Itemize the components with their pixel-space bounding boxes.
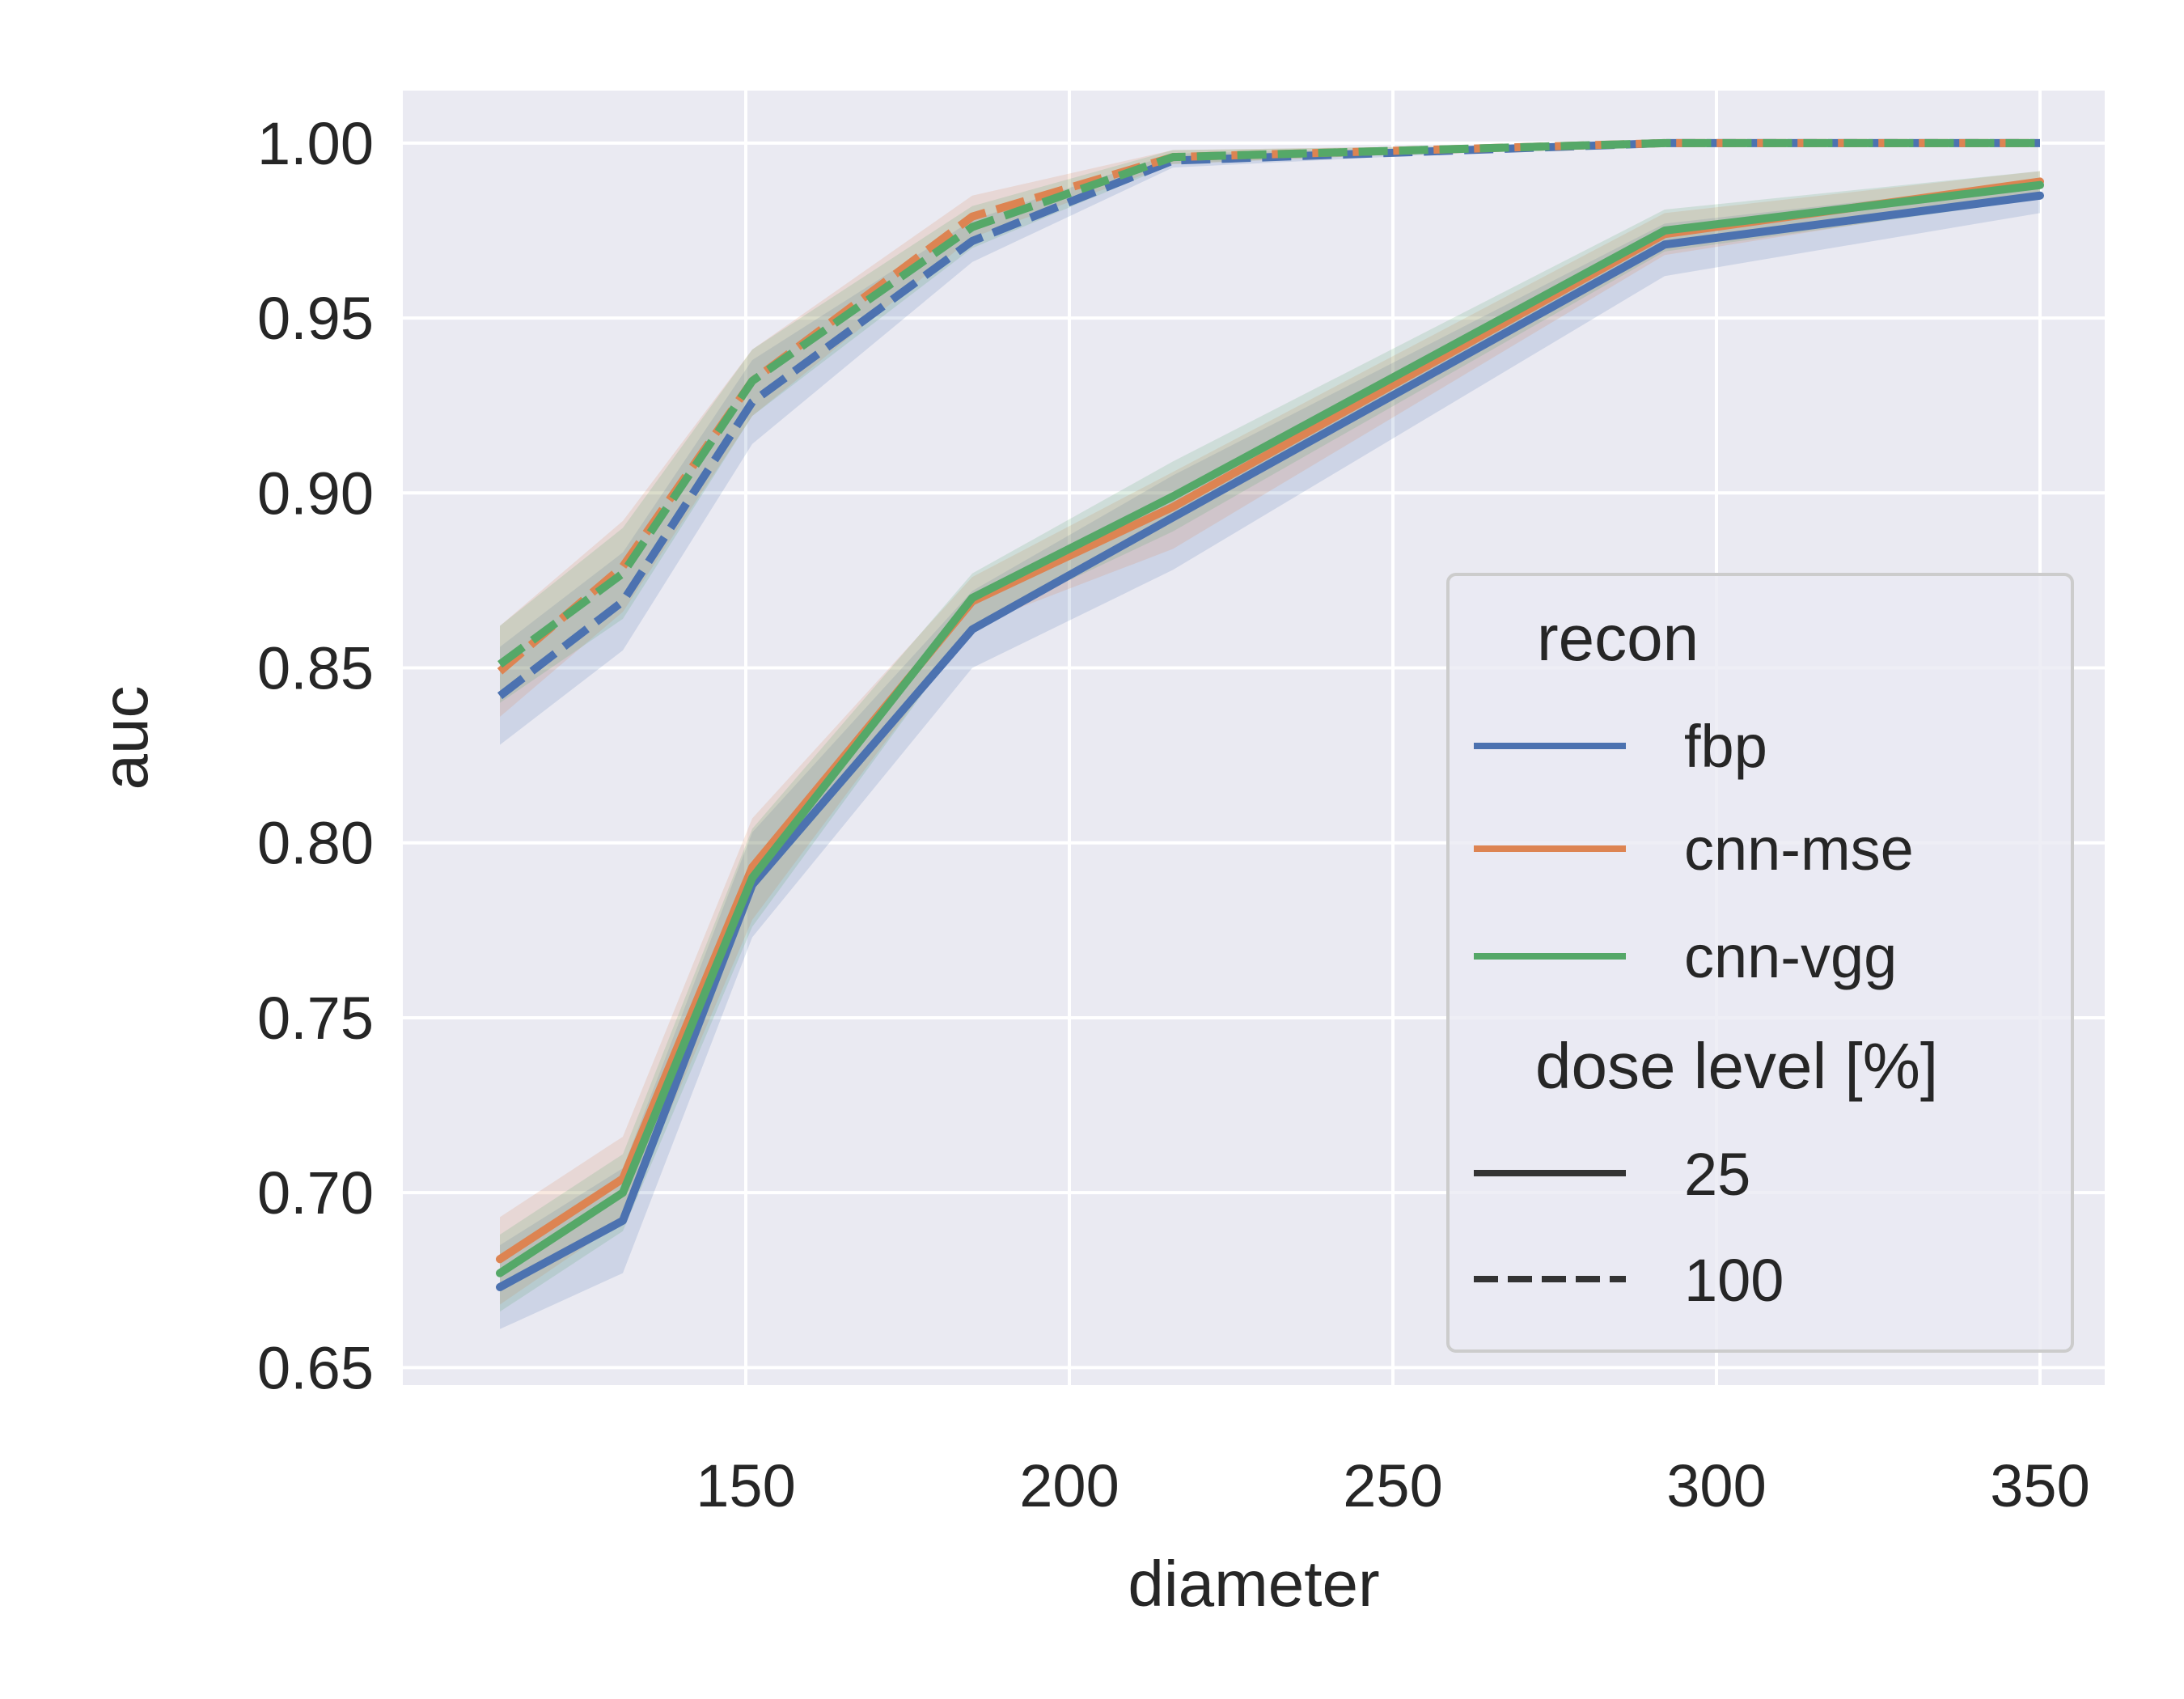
x-tick-label: 350 — [1990, 1452, 2089, 1519]
x-axis-label: diameter — [1128, 1548, 1379, 1620]
legend-label-cnn-vgg: cnn-vgg — [1684, 923, 1897, 990]
y-tick-labels: 0.65 0.70 0.75 0.80 0.85 0.90 0.95 1.00 — [257, 110, 374, 1402]
x-tick-labels: 150 200 250 300 350 — [696, 1452, 2089, 1519]
y-tick-label: 0.80 — [257, 810, 374, 877]
legend-label-dose-100: 100 — [1684, 1247, 1784, 1314]
x-tick-label: 150 — [696, 1452, 795, 1519]
y-tick-label: 0.90 — [257, 460, 374, 527]
line-fbp-100 — [497, 138, 2040, 700]
band-fbp-100 — [500, 142, 2040, 745]
y-tick-label: 0.70 — [257, 1159, 374, 1227]
legend: recon fbp cnn-mse cnn-vgg dose level [%]… — [1446, 573, 2074, 1353]
y-tick-label: 1.00 — [257, 110, 374, 177]
y-tick-label: 0.85 — [257, 635, 374, 702]
y-tick-label: 0.75 — [257, 985, 374, 1052]
y-axis-label: auc — [89, 686, 161, 790]
y-tick-label: 0.95 — [257, 285, 374, 352]
legend-title-dose: dose level [%] — [1535, 1030, 1938, 1102]
x-tick-label: 250 — [1343, 1452, 1442, 1519]
legend-frame — [1446, 573, 2074, 1353]
x-tick-label: 300 — [1666, 1452, 1766, 1519]
x-tick-label: 200 — [1019, 1452, 1119, 1519]
legend-title-recon: recon — [1537, 602, 1699, 674]
legend-label-dose-25: 25 — [1684, 1141, 1750, 1208]
series-lines — [496, 138, 2044, 1291]
legend-label-fbp: fbp — [1684, 713, 1767, 780]
line-cnn-vgg-25 — [496, 180, 2044, 1277]
y-tick-label: 0.65 — [257, 1334, 374, 1401]
line-fbp-25 — [496, 191, 2044, 1291]
line-cnn-vgg-100 — [497, 138, 2040, 668]
legend-label-cnn-mse: cnn-mse — [1684, 816, 1914, 883]
